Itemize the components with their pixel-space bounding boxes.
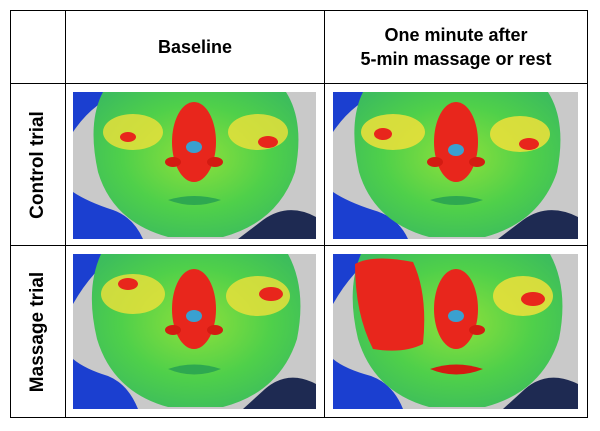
thermal-image-massage-after: [333, 254, 578, 409]
divider: [11, 83, 587, 84]
row-header-control: Control trial: [27, 110, 49, 219]
column-header-after: One minute after 5-min massage or rest: [360, 25, 552, 69]
figure-table: Baseline One minute after 5-min massage …: [10, 10, 588, 418]
thermal-image-control-after: [333, 92, 578, 239]
divider: [324, 11, 325, 417]
divider: [65, 11, 66, 417]
divider: [11, 245, 587, 246]
thermal-image-massage-baseline: [73, 254, 316, 409]
thermal-image-control-baseline: [73, 92, 316, 239]
column-header-baseline: Baseline: [157, 37, 233, 57]
row-header-massage: Massage trial: [27, 271, 48, 392]
